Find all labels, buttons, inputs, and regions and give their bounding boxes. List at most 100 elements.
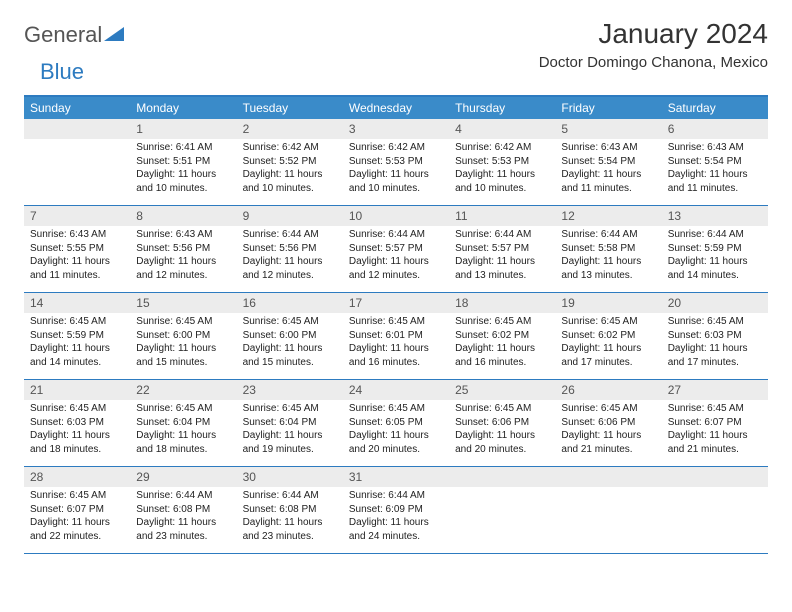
day-line: Daylight: 11 hours: [136, 516, 230, 530]
day-line: and 20 minutes.: [455, 443, 549, 457]
day-line: Sunrise: 6:45 AM: [30, 489, 124, 503]
day-line: and 24 minutes.: [349, 530, 443, 544]
day-line: Daylight: 11 hours: [561, 429, 655, 443]
day-body: Sunrise: 6:44 AMSunset: 5:56 PMDaylight:…: [237, 228, 343, 282]
day-cell: 15Sunrise: 6:45 AMSunset: 6:00 PMDayligh…: [130, 293, 236, 379]
day-number: [24, 119, 130, 139]
day-cell: 3Sunrise: 6:42 AMSunset: 5:53 PMDaylight…: [343, 119, 449, 205]
day-cell: 17Sunrise: 6:45 AMSunset: 6:01 PMDayligh…: [343, 293, 449, 379]
day-cell: 24Sunrise: 6:45 AMSunset: 6:05 PMDayligh…: [343, 380, 449, 466]
day-line: Sunset: 5:52 PM: [243, 155, 337, 169]
day-cell: 2Sunrise: 6:42 AMSunset: 5:52 PMDaylight…: [237, 119, 343, 205]
day-line: Sunrise: 6:45 AM: [561, 402, 655, 416]
day-line: Sunset: 6:06 PM: [561, 416, 655, 430]
day-cell: 11Sunrise: 6:44 AMSunset: 5:57 PMDayligh…: [449, 206, 555, 292]
day-line: and 16 minutes.: [349, 356, 443, 370]
day-line: Daylight: 11 hours: [349, 342, 443, 356]
day-line: Sunset: 5:53 PM: [349, 155, 443, 169]
day-line: Daylight: 11 hours: [30, 342, 124, 356]
day-body: Sunrise: 6:45 AMSunset: 6:07 PMDaylight:…: [24, 489, 130, 543]
day-line: Daylight: 11 hours: [243, 342, 337, 356]
day-body: Sunrise: 6:45 AMSunset: 6:06 PMDaylight:…: [449, 402, 555, 456]
day-number: 27: [662, 380, 768, 400]
day-line: Sunrise: 6:45 AM: [243, 315, 337, 329]
day-number: 21: [24, 380, 130, 400]
day-line: and 10 minutes.: [349, 182, 443, 196]
day-cell: 9Sunrise: 6:44 AMSunset: 5:56 PMDaylight…: [237, 206, 343, 292]
day-line: Sunset: 5:59 PM: [30, 329, 124, 343]
day-body: Sunrise: 6:43 AMSunset: 5:56 PMDaylight:…: [130, 228, 236, 282]
day-number: 30: [237, 467, 343, 487]
day-line: Sunset: 6:08 PM: [243, 503, 337, 517]
day-line: and 11 minutes.: [668, 182, 762, 196]
day-line: and 23 minutes.: [243, 530, 337, 544]
day-line: Daylight: 11 hours: [30, 516, 124, 530]
day-line: Sunset: 5:56 PM: [136, 242, 230, 256]
day-line: Sunset: 6:00 PM: [136, 329, 230, 343]
day-line: Sunrise: 6:44 AM: [243, 489, 337, 503]
day-number: 28: [24, 467, 130, 487]
title-block: January 2024 Doctor Domingo Chanona, Mex…: [539, 18, 768, 71]
day-line: and 18 minutes.: [136, 443, 230, 457]
day-cell: 28Sunrise: 6:45 AMSunset: 6:07 PMDayligh…: [24, 467, 130, 553]
day-line: Sunrise: 6:45 AM: [349, 402, 443, 416]
day-line: Sunset: 5:54 PM: [668, 155, 762, 169]
day-number: 4: [449, 119, 555, 139]
day-line: and 10 minutes.: [243, 182, 337, 196]
day-body: Sunrise: 6:45 AMSunset: 6:04 PMDaylight:…: [130, 402, 236, 456]
day-number: 24: [343, 380, 449, 400]
day-line: and 14 minutes.: [30, 356, 124, 370]
day-body: Sunrise: 6:44 AMSunset: 6:08 PMDaylight:…: [237, 489, 343, 543]
dow-header: Wednesday: [343, 97, 449, 119]
day-line: Daylight: 11 hours: [243, 168, 337, 182]
day-line: Sunrise: 6:44 AM: [561, 228, 655, 242]
day-line: Daylight: 11 hours: [455, 429, 549, 443]
day-line: Sunrise: 6:43 AM: [561, 141, 655, 155]
day-body: Sunrise: 6:45 AMSunset: 6:03 PMDaylight:…: [662, 315, 768, 369]
day-line: Sunrise: 6:45 AM: [136, 402, 230, 416]
day-body: Sunrise: 6:44 AMSunset: 5:57 PMDaylight:…: [343, 228, 449, 282]
day-line: Sunset: 6:02 PM: [561, 329, 655, 343]
day-line: Sunrise: 6:43 AM: [668, 141, 762, 155]
logo: General: [24, 18, 126, 48]
day-number: 16: [237, 293, 343, 313]
day-number: [662, 467, 768, 487]
day-line: Sunset: 6:01 PM: [349, 329, 443, 343]
day-cell: [555, 467, 661, 553]
day-line: Sunset: 5:59 PM: [668, 242, 762, 256]
day-number: 23: [237, 380, 343, 400]
day-line: and 12 minutes.: [349, 269, 443, 283]
day-body: Sunrise: 6:45 AMSunset: 6:04 PMDaylight:…: [237, 402, 343, 456]
day-cell: 16Sunrise: 6:45 AMSunset: 6:00 PMDayligh…: [237, 293, 343, 379]
day-number: 31: [343, 467, 449, 487]
day-cell: 27Sunrise: 6:45 AMSunset: 6:07 PMDayligh…: [662, 380, 768, 466]
dow-header: Thursday: [449, 97, 555, 119]
day-number: 10: [343, 206, 449, 226]
day-line: Daylight: 11 hours: [349, 429, 443, 443]
day-line: Daylight: 11 hours: [561, 255, 655, 269]
week-row: 7 Sunrise: 6:43 AM Sunset: 5:55 PM Daylight…: [24, 206, 768, 293]
day-line: Sunset: 5:55 PM: [30, 242, 124, 256]
day-cell: [449, 467, 555, 553]
day-line: and 21 minutes.: [668, 443, 762, 457]
week-row: 1Sunrise: 6:41 AMSunset: 5:51 PMDaylight…: [24, 119, 768, 206]
day-body: Sunrise: 6:42 AMSunset: 5:53 PMDaylight:…: [449, 141, 555, 195]
day-line: Daylight: 11 hours: [455, 342, 549, 356]
day-line: and 23 minutes.: [136, 530, 230, 544]
day-line: Sunrise: 6:45 AM: [30, 315, 124, 329]
day-line: Daylight: 11 hours: [349, 168, 443, 182]
day-number: 25: [449, 380, 555, 400]
day-number: [555, 467, 661, 487]
day-cell: 30Sunrise: 6:44 AMSunset: 6:08 PMDayligh…: [237, 467, 343, 553]
day-number: 1: [130, 119, 236, 139]
day-body: Sunrise: 6:43 AMSunset: 5:54 PMDaylight:…: [662, 141, 768, 195]
day-body: Sunrise: 6:42 AMSunset: 5:52 PMDaylight:…: [237, 141, 343, 195]
day-line: and 14 minutes.: [668, 269, 762, 283]
calendar: SundayMondayTuesdayWednesdayThursdayFrid…: [24, 95, 768, 554]
day-line: and 17 minutes.: [668, 356, 762, 370]
day-line: Sunrise: 6:44 AM: [243, 228, 337, 242]
day-line: Sunrise: 6:43 AM: [136, 228, 230, 242]
day-line: Sunset: 5:58 PM: [561, 242, 655, 256]
day-number: 7: [24, 206, 130, 226]
day-line: Daylight: 11 hours: [455, 168, 549, 182]
